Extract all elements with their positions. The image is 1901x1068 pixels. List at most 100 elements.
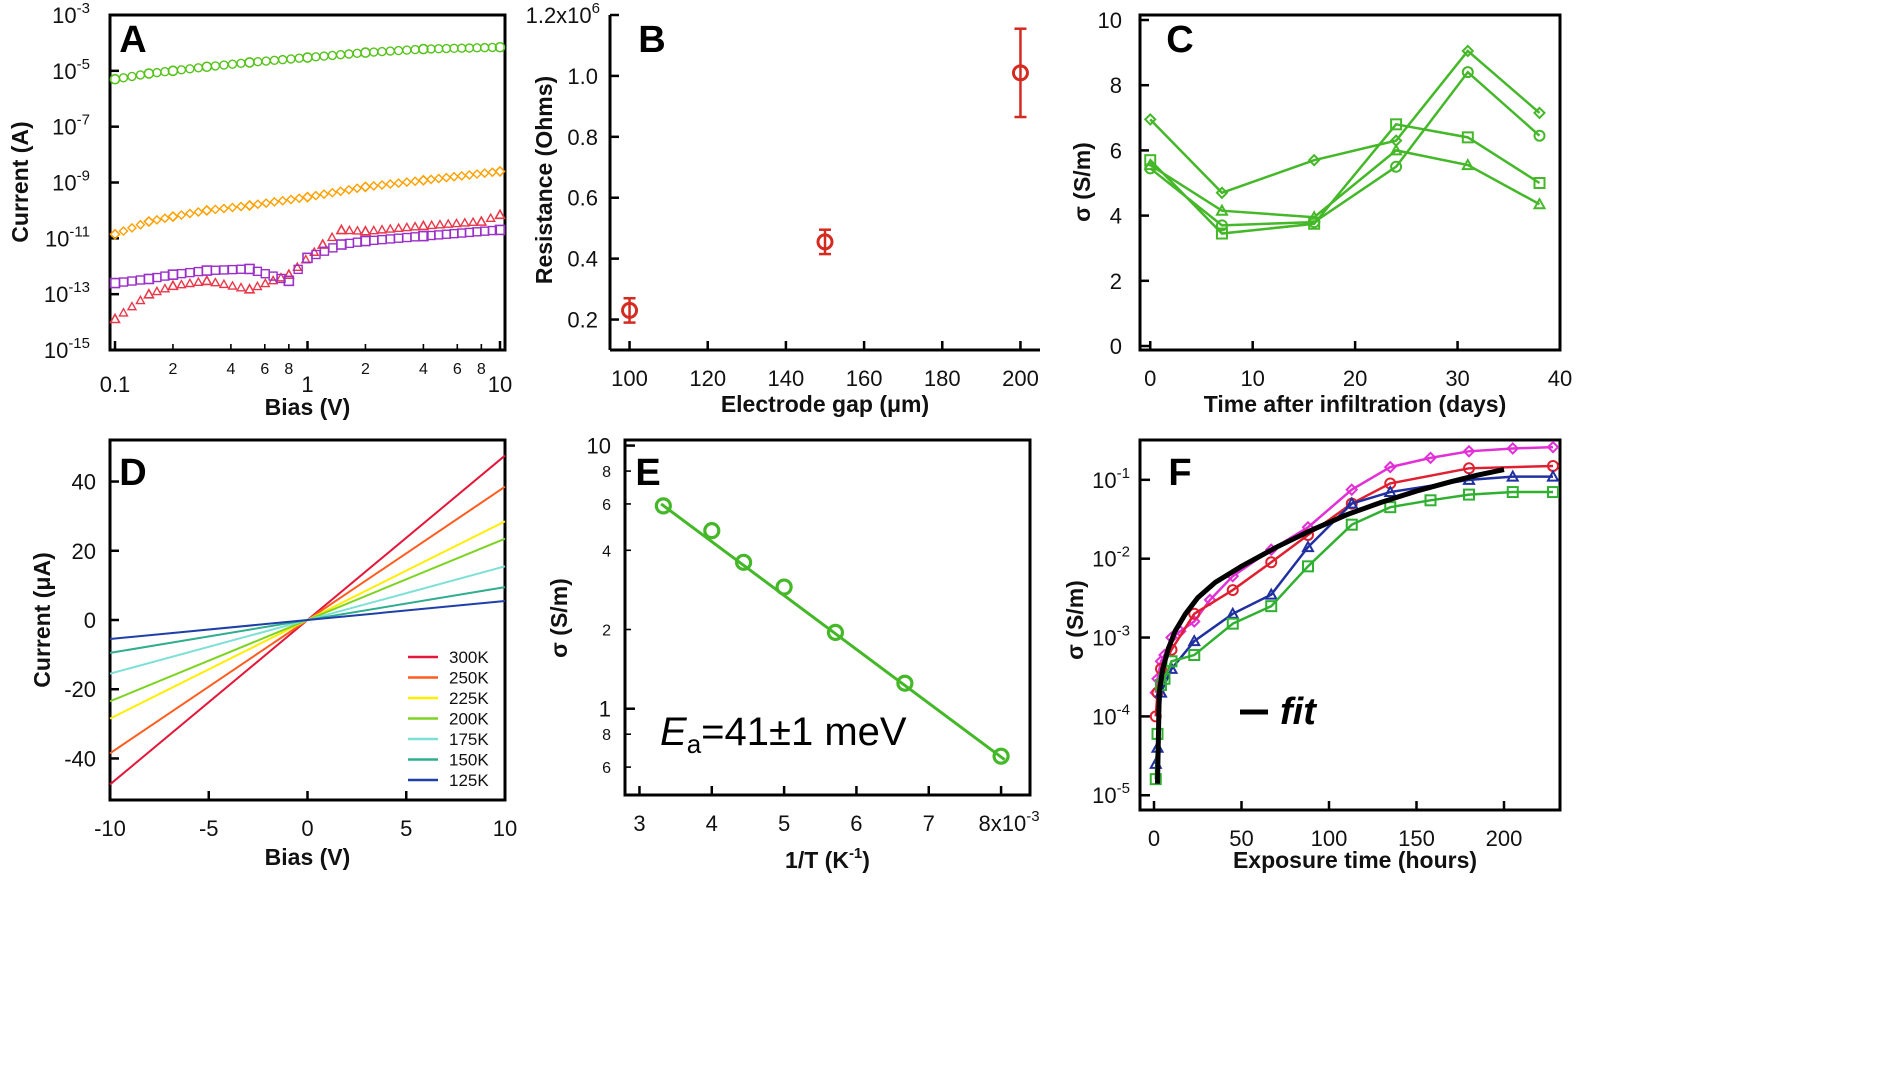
panel-a-point: [385, 179, 396, 190]
panel-d-xtick-label: 0: [301, 816, 313, 841]
panel-e-point: [735, 553, 753, 571]
panel-a-point: [109, 277, 121, 289]
panel-e-xtick-label: 4: [706, 811, 718, 836]
panel-a-point: [176, 65, 187, 75]
panel-a-point: [227, 264, 238, 275]
panel-a-point: [143, 288, 155, 299]
panel-c-point: [1461, 158, 1475, 171]
panel-b-ytick-label: 0.6: [567, 186, 598, 211]
panel-a-point: [185, 267, 195, 278]
panel-b-xlabel: Electrode gap (μm): [721, 391, 929, 417]
panel-e-xtick-label: 8x10-3: [979, 808, 1040, 836]
panel-b-xtick-label: 140: [768, 366, 805, 391]
panel-f-point: [1188, 607, 1201, 620]
panel-f-frame: [1138, 438, 1562, 812]
panel-a-point: [417, 219, 430, 231]
panel-e-xtick-label: 3: [633, 811, 645, 836]
panel-f-point: [1226, 584, 1239, 597]
panel-a-point: [352, 225, 363, 235]
panel-a-point: [410, 44, 420, 55]
panel-a-point: [449, 228, 459, 239]
panel-f-point: [1187, 634, 1201, 647]
panel-a-point: [451, 217, 462, 228]
panel-e-yminor-label: 2: [602, 623, 611, 640]
panel-a-frame: [108, 13, 507, 352]
panel-a-point: [487, 225, 498, 236]
panel-a-point: [456, 43, 467, 53]
panel-a-point: [109, 312, 121, 324]
panel-a-point: [368, 180, 379, 191]
panel-a-point: [369, 47, 379, 57]
panel-a-point: [441, 172, 452, 183]
panel-c-ytick-label: 10: [1098, 8, 1122, 33]
panel-a-point: [167, 65, 179, 77]
panel-a-point: [126, 222, 137, 233]
panel-b-point: [1011, 64, 1029, 82]
panel-a-point: [368, 225, 379, 235]
panel-a-ytick-label: 10-13: [44, 279, 90, 307]
panel-a-point: [344, 49, 354, 59]
panel-e-point: [992, 747, 1010, 765]
panel-e-label: E: [635, 452, 660, 494]
panel-a-point: [193, 206, 204, 217]
panel-e-yminor-label: 4: [602, 543, 611, 560]
panel-b-xtick-label: 100: [611, 366, 648, 391]
panel-a-point: [243, 199, 256, 212]
panel-b-xtick-label: 180: [924, 366, 961, 391]
panel-a-point: [494, 224, 506, 236]
panel-d-ytick-label: 40: [72, 470, 96, 495]
panel-a-point: [200, 274, 213, 286]
panel-c-series-line: [1149, 70, 1541, 227]
panel-a-point: [210, 204, 221, 215]
panel-f-ytick-label: 10-1: [1092, 465, 1130, 493]
panel-a-point: [160, 271, 170, 281]
panel-a-point: [385, 234, 395, 244]
panel-d-series-line: [109, 599, 506, 641]
panel-c-ytick-label: 0: [1110, 334, 1122, 359]
panel-d-xtick-label: -10: [94, 816, 126, 841]
panel-e-point: [654, 497, 672, 515]
panel-f-point: [1506, 442, 1520, 455]
panel-f-xtick-label: 0: [1148, 826, 1160, 851]
panel-f-point: [1424, 494, 1437, 507]
panel-e-fit-line: [660, 502, 1006, 761]
panel-f-point: [1345, 483, 1359, 497]
panel-c-xlabel: Time after infiltration (days): [1204, 391, 1506, 417]
panel-f-point: [1226, 617, 1239, 630]
panel-a-point: [151, 214, 162, 225]
panel-f: F 10-1 10-2 10-3 10-4 10-5 0 50 100 150 200 Exposur…: [1062, 438, 1562, 873]
panel-a-point: [219, 60, 229, 70]
panel-a-point: [201, 265, 213, 276]
panel-f-point: [1462, 444, 1476, 458]
panel-d-legend-label: 225K: [449, 689, 489, 708]
panel-c-series-line: [1149, 149, 1541, 219]
panel-a-point: [176, 268, 187, 279]
panel-a-point: [487, 167, 498, 178]
panel-a-point: [201, 61, 213, 73]
panel-a-point: [151, 285, 163, 296]
panel-b-xtick-label: 200: [1002, 366, 1039, 391]
panel-c-ylabel: σ (S/m): [1069, 142, 1095, 222]
panel-a-point: [167, 210, 179, 223]
panel-f-ytick-label: 10-2: [1092, 544, 1130, 572]
panel-f-point: [1188, 649, 1201, 662]
panel-a-point: [269, 55, 280, 66]
panel-e-xlabel: 1/T (K-1): [785, 845, 870, 873]
panel-a-point: [402, 232, 412, 243]
panel-c-xtick-label: 30: [1445, 366, 1469, 391]
panel-b: B 0.2 0.4 0.6 0.8 1.0 1.2x106 100 120 140 160 180 20…: [526, 0, 1040, 417]
panel-a-point: [127, 71, 137, 82]
panel-a-point: [352, 183, 363, 194]
panel-a-point: [235, 282, 247, 292]
panel-a-point: [472, 227, 482, 237]
panel-c-point: [1533, 129, 1546, 142]
panel-a-point: [319, 51, 329, 61]
panel-c-point: [1533, 106, 1546, 120]
panel-a-point: [118, 73, 129, 83]
panel-a-point: [261, 198, 272, 209]
panel-a-point: [260, 277, 271, 288]
panel-a-ytick-label: 10-15: [44, 335, 90, 363]
panel-c-point: [1215, 186, 1229, 200]
panel-a-point: [494, 208, 506, 220]
panel-f-xlabel: Exposure time (hours): [1233, 847, 1477, 873]
